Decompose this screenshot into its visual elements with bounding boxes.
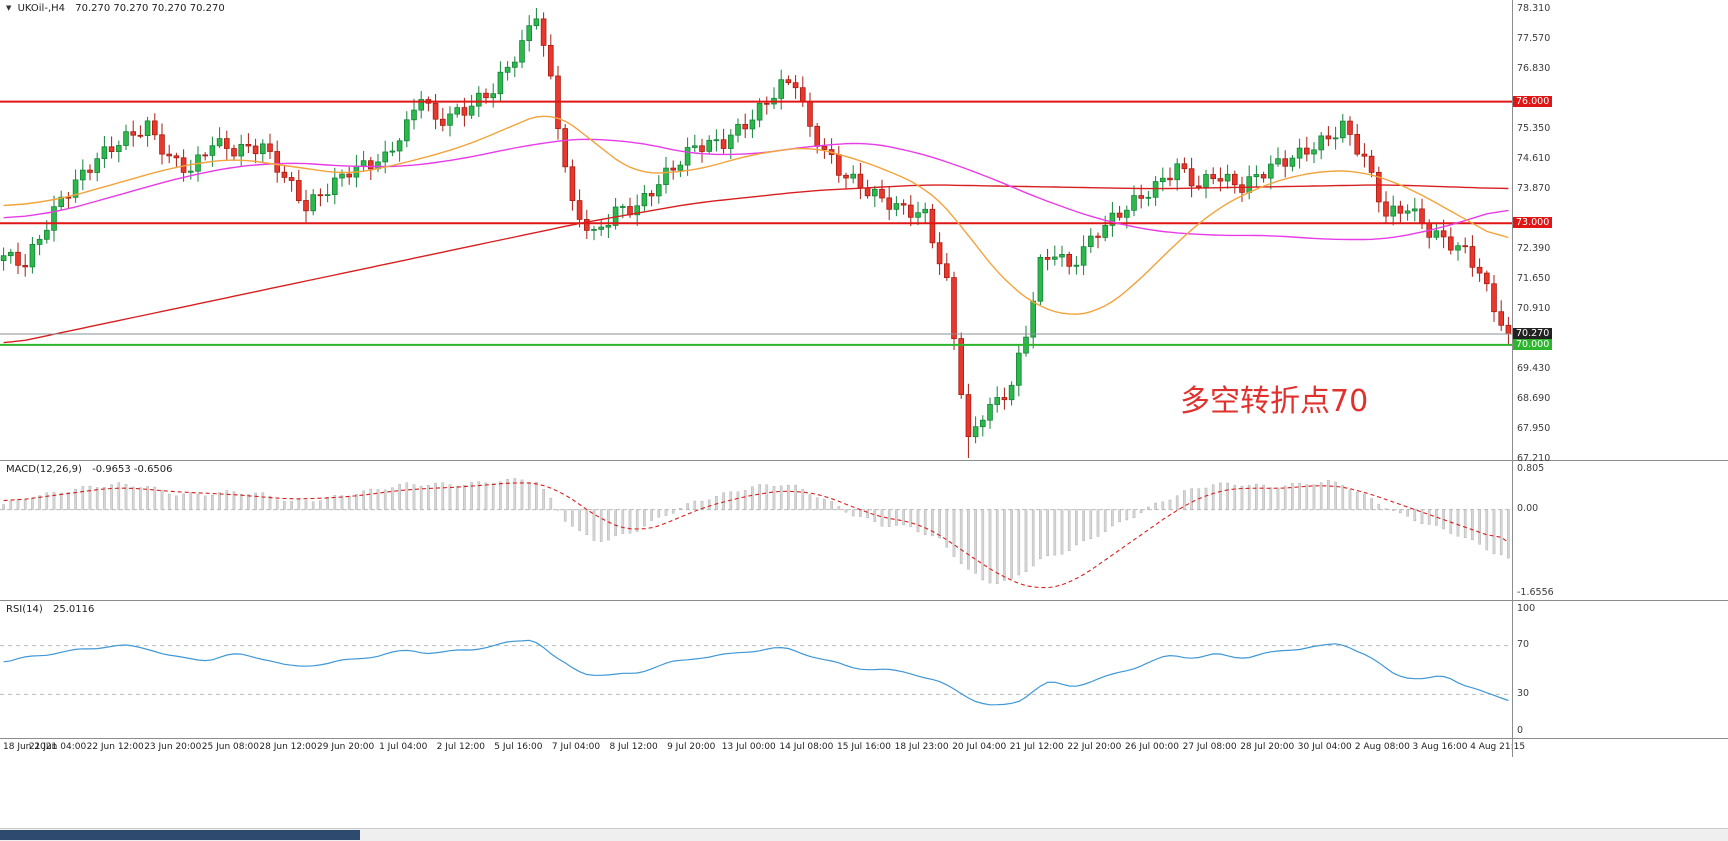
rsi-canvas[interactable] xyxy=(0,601,1728,739)
time-axis-label: 23 Jun 20:00 xyxy=(144,742,202,752)
MA-slow xyxy=(3,184,1509,344)
time-axis-label: 1 Jul 04:00 xyxy=(379,742,428,752)
time-axis-label: 3 Aug 16:00 xyxy=(1412,742,1468,752)
macd-canvas[interactable] xyxy=(0,461,1728,601)
rsi-header: RSI(14) 25.0116 xyxy=(6,604,94,615)
macd-signal-line xyxy=(3,482,1509,589)
time-axis-label: 4 Aug 21:15 xyxy=(1470,742,1526,752)
MA-fast xyxy=(3,115,1509,315)
symbol-ohlc-quotes: 70.270 70.270 70.270 70.270 xyxy=(75,3,225,14)
scrollbar-thumb[interactable] xyxy=(0,830,360,840)
rsi-line xyxy=(3,639,1509,706)
time-axis-label: 5 Jul 16:00 xyxy=(494,742,543,752)
symbol-title: UKOil-,H4 xyxy=(17,3,66,14)
time-axis-label: 2 Jul 12:00 xyxy=(436,742,485,752)
MA-medium xyxy=(3,138,1509,241)
chevron-down-icon[interactable]: ▼ xyxy=(6,4,12,12)
time-axis-label: 28 Jun 12:00 xyxy=(259,742,317,752)
macd-header: MACD(12,26,9) -0.9653 -0.6506 xyxy=(6,464,173,475)
chart-annotation-text: 多空转折点70 xyxy=(1180,384,1369,419)
rsi-value: 25.0116 xyxy=(52,604,95,615)
macd-label: MACD(12,26,9) xyxy=(6,464,82,475)
time-axis-label: 25 Jun 08:00 xyxy=(201,742,259,752)
rsi-label: RSI(14) xyxy=(6,604,43,615)
time-axis-label: 18 Jul 23:00 xyxy=(894,742,949,752)
macd-values: -0.9653 -0.6506 xyxy=(92,464,173,475)
time-axis-label: 21 Jul 12:00 xyxy=(1009,742,1064,752)
time-axis-label: 26 Jul 00:00 xyxy=(1125,742,1179,752)
time-axis-label: 20 Jul 04:00 xyxy=(952,742,1007,752)
moving-averages xyxy=(3,115,1509,344)
time-axis-label: 18 Jun 2021 xyxy=(3,742,58,752)
time-axis-label: 2 Aug 08:00 xyxy=(1354,742,1410,752)
time-axis-label: 15 Jul 16:00 xyxy=(837,742,891,752)
time-axis-label: 22 Jul 20:00 xyxy=(1067,742,1122,752)
time-axis-label: 8 Jul 12:00 xyxy=(609,742,658,752)
horizontal-scrollbar[interactable] xyxy=(0,828,1728,841)
time-axis-label: 27 Jul 08:00 xyxy=(1182,742,1237,752)
symbol-header: ▼ UKOil-,H4 70.270 70.270 70.270 70.270 xyxy=(6,3,225,14)
time-axis-label: 29 Jun 20:00 xyxy=(317,742,375,752)
time-axis-label: 13 Jul 00:00 xyxy=(721,742,776,752)
time-axis-label: 7 Jul 04:00 xyxy=(551,742,601,752)
price-scale-separator xyxy=(1512,0,1513,757)
price-chart-panel: ▼ UKOil-,H4 70.270 70.270 70.270 70.270 xyxy=(0,0,1728,460)
macd-indicator-panel: MACD(12,26,9) -0.9653 -0.6506 xyxy=(0,460,1728,601)
time-axis-label: 9 Jul 20:00 xyxy=(667,742,716,752)
time-axis-label: 14 Jul 08:00 xyxy=(779,742,834,752)
time-axis-label: 28 Jul 20:00 xyxy=(1240,742,1295,752)
time-axis-label: 22 Jun 12:00 xyxy=(86,742,144,752)
time-axis: 18 Jun 2021 21 Jun 04:00 22 Jun 12:00 23 Ju… xyxy=(0,738,1728,757)
macd-histogram xyxy=(2,478,1510,584)
horizontal-levels xyxy=(0,100,1512,346)
time-axis-label: 21 Jun 04:00 xyxy=(29,742,87,752)
price-chart-canvas[interactable] xyxy=(0,0,1728,460)
time-axis-label: 30 Jul 04:00 xyxy=(1297,742,1352,752)
rsi-indicator-panel: RSI(14) 25.0116 xyxy=(0,600,1728,739)
